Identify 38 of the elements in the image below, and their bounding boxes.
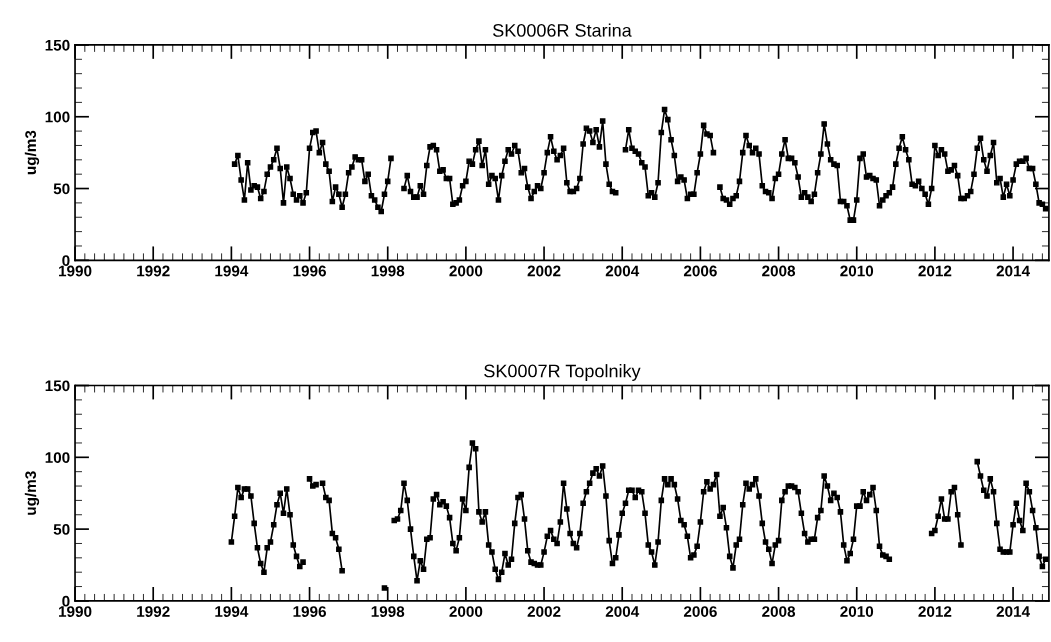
x-tick-label: 2014	[996, 265, 1030, 277]
x-tick-label: 2008	[762, 265, 796, 277]
y-tick-label: 50	[53, 183, 70, 195]
y-tick-label: 100	[45, 452, 70, 463]
y-tick-label: 50	[53, 523, 70, 535]
x-tick-label: 1992	[137, 606, 170, 617]
x-tick-label: 2000	[449, 265, 483, 277]
x-tick-label: 1996	[293, 265, 326, 277]
y-tick-label: 0	[62, 255, 70, 267]
x-tick-label: 2006	[683, 265, 717, 277]
y-tick-label: 150	[45, 39, 70, 51]
x-tick-label: 2012	[918, 606, 952, 617]
x-tick-label: 1992	[137, 265, 170, 277]
x-tick-label: 2006	[683, 606, 717, 617]
x-tick-label: 2002	[527, 265, 561, 277]
x-tick-label: 2010	[840, 606, 874, 617]
y-tick-label: 0	[62, 595, 70, 607]
y-tick-label: 100	[45, 111, 70, 123]
x-tick-label: 2002	[527, 606, 561, 617]
x-tick-label: 1990	[59, 606, 92, 617]
x-tick-label: 2014	[996, 606, 1030, 617]
x-tick-label: 2010	[840, 265, 874, 277]
x-tick-label: 2004	[605, 265, 640, 277]
x-tick-label: 2008	[762, 606, 796, 617]
chart-title: SK0007R Topolniky	[484, 364, 641, 381]
x-tick-label: 1998	[371, 265, 405, 277]
x-tick-label: 2012	[918, 265, 952, 277]
y-tick-label: 150	[45, 380, 70, 392]
x-tick-label: 2000	[449, 606, 483, 617]
x-tick-label: 1990	[59, 265, 92, 277]
x-tick-label: 1994	[215, 606, 249, 617]
chart-title: SK0006R Starina	[493, 23, 632, 37]
y-axis-title: ug/m3	[24, 130, 40, 175]
x-tick-label: 1998	[371, 606, 405, 617]
x-tick-label: 1994	[215, 265, 249, 277]
x-tick-label: 1996	[293, 606, 326, 617]
x-tick-label: 2004	[605, 606, 640, 617]
y-axis-title: ug/m3	[24, 471, 40, 515]
